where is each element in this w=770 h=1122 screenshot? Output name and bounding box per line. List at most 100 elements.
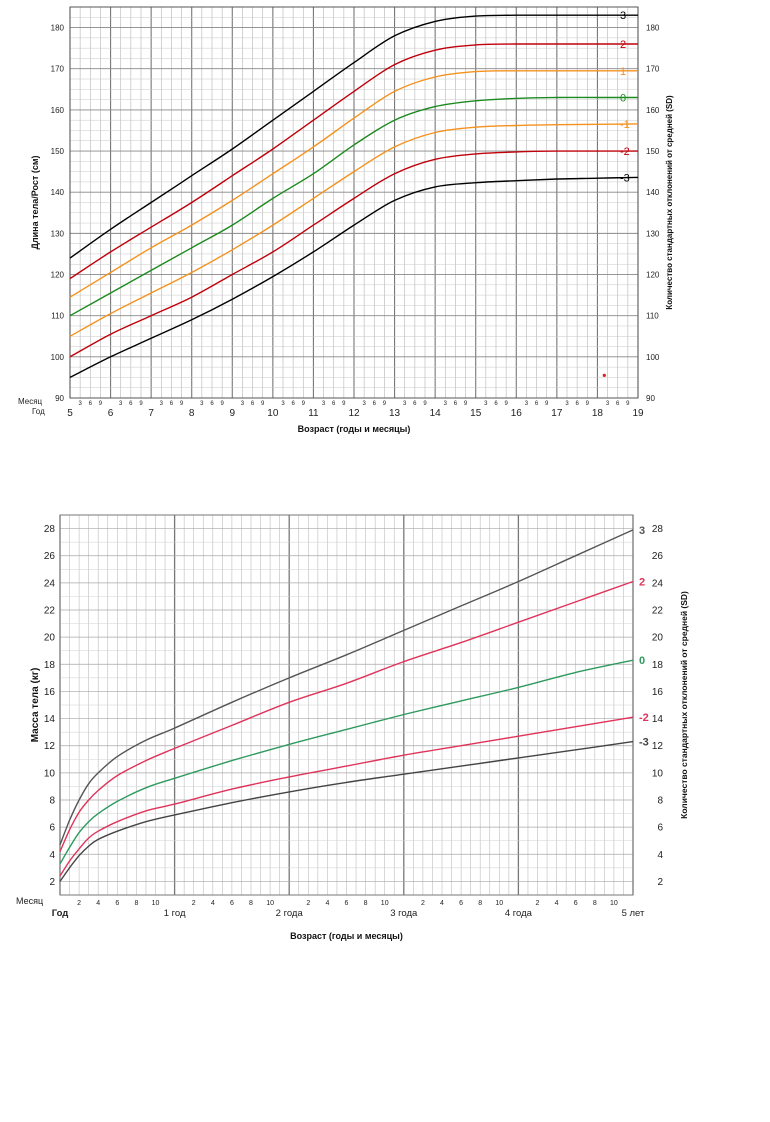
series-line-sd-2 <box>69 43 638 280</box>
y-tick-label-left: 10 <box>44 768 56 779</box>
y-tick-label-right: 26 <box>652 551 664 562</box>
series-line-sd-3 <box>69 14 638 259</box>
x-tick-month: 6 <box>413 401 417 407</box>
series-line-sd-1 <box>69 70 638 298</box>
x-tick-year: 14 <box>430 408 442 419</box>
x-tick-month: 6 <box>291 401 295 407</box>
x-tick-month: 4 <box>96 900 100 907</box>
series-label-sd--2: -2 <box>639 712 649 724</box>
x-axis-title: Возраст (годы и месяцы) <box>290 931 403 941</box>
x-tick-month: 10 <box>152 900 160 907</box>
y-axis-title-left: Длина тела/Рост (см) <box>30 156 40 250</box>
month-row-label: Месяц <box>18 397 43 406</box>
x-tick-month: 9 <box>626 401 630 407</box>
y-tick-label-right: 150 <box>646 147 660 156</box>
y-tick-label-right: 110 <box>646 312 659 321</box>
x-tick-month: 3 <box>322 401 326 407</box>
x-tick-month: 3 <box>403 401 407 407</box>
x-tick-month: 8 <box>593 900 597 907</box>
x-tick-month: 9 <box>464 401 468 407</box>
x-tick-month: 6 <box>332 401 336 407</box>
series-label-sd--3: -3 <box>620 172 630 184</box>
x-tick-month: 10 <box>266 900 274 907</box>
y-tick-label-right: 170 <box>646 65 660 74</box>
x-tick-month: 9 <box>383 401 387 407</box>
x-tick-month: 3 <box>281 401 285 407</box>
weight-grid <box>59 514 634 896</box>
y-tick-label-left: 24 <box>44 578 56 589</box>
y-tick-label-left: 22 <box>44 606 56 617</box>
y-tick-label-right: 6 <box>657 823 663 834</box>
x-tick-month: 3 <box>78 401 82 407</box>
x-axis-title: Возраст (годы и месяцы) <box>298 424 411 434</box>
x-tick-year: 6 <box>108 408 114 419</box>
x-tick-year: 5 лет <box>622 908 645 919</box>
x-tick-year: 2 года <box>276 908 304 919</box>
y-tick-label-right: 8 <box>657 796 663 807</box>
x-tick-month: 9 <box>545 401 549 407</box>
x-tick-month: 2 <box>421 900 425 907</box>
series-label-sd-1: 1 <box>620 66 626 78</box>
x-tick-year: 8 <box>189 408 195 419</box>
x-tick-month: 10 <box>381 900 389 907</box>
y-tick-label-left: 12 <box>44 741 56 752</box>
series-label-sd-2: 2 <box>620 39 626 51</box>
y-tick-label-left: 180 <box>51 24 65 33</box>
month-row-label: Месяц <box>16 896 43 906</box>
series-label-sd--3: -3 <box>639 737 649 749</box>
x-tick-year: 5 <box>67 408 73 419</box>
x-tick-month: 2 <box>536 900 540 907</box>
x-tick-month: 6 <box>129 401 133 407</box>
x-tick-month: 3 <box>525 401 529 407</box>
series-line-sd-3 <box>59 529 634 846</box>
y-tick-label-left: 160 <box>51 106 65 115</box>
y-tick-label-left: 90 <box>55 394 64 403</box>
y-tick-label-right: 4 <box>657 850 663 861</box>
y-tick-label-right: 24 <box>652 578 664 589</box>
y-tick-label-right: 140 <box>646 188 660 197</box>
y-tick-label-left: 20 <box>44 633 56 644</box>
y-tick-label-left: 100 <box>51 353 65 362</box>
y-tick-label-left: 130 <box>51 229 65 238</box>
measurement-point <box>602 373 606 377</box>
x-tick-month: 6 <box>89 401 93 407</box>
y-tick-label-left: 28 <box>44 524 56 535</box>
plot-frame <box>59 514 634 896</box>
series-label-sd--2: -2 <box>620 146 630 158</box>
x-tick-year: 9 <box>230 408 236 419</box>
x-tick-month: 2 <box>192 900 196 907</box>
x-tick-month: 6 <box>454 401 458 407</box>
series-line-sd--1 <box>69 123 639 337</box>
y-tick-label-right: 2 <box>657 877 663 888</box>
series-label-sd-0: 0 <box>620 93 626 105</box>
x-tick-month: 9 <box>139 401 143 407</box>
y-tick-label-left: 16 <box>44 687 56 698</box>
y-tick-label-right: 14 <box>652 714 664 725</box>
y-tick-label-right: 12 <box>652 741 664 752</box>
x-tick-month: 8 <box>249 900 253 907</box>
x-tick-month: 6 <box>574 900 578 907</box>
x-tick-month: 8 <box>134 900 138 907</box>
y-tick-label-right: 10 <box>652 768 664 779</box>
y-tick-label-left: 170 <box>51 65 65 74</box>
x-tick-year: 17 <box>551 408 563 419</box>
x-tick-year: 19 <box>632 408 644 419</box>
x-tick-year: 15 <box>470 408 482 419</box>
x-tick-month: 6 <box>373 401 377 407</box>
y-tick-label-right: 180 <box>646 24 660 33</box>
y-tick-label-right: 20 <box>652 633 664 644</box>
y-axis-title-right: Количество стандартных отклонений от сре… <box>679 591 689 819</box>
x-tick-month: 3 <box>484 401 488 407</box>
series-line-sd--2 <box>69 150 638 358</box>
x-tick-year: 11 <box>308 408 319 419</box>
y-tick-label-right: 16 <box>652 687 664 698</box>
x-tick-year: 18 <box>592 408 604 419</box>
x-tick-month: 3 <box>160 401 164 407</box>
x-tick-month: 3 <box>606 401 610 407</box>
x-tick-month: 6 <box>251 401 255 407</box>
x-tick-month: 3 <box>200 401 204 407</box>
y-tick-label-left: 8 <box>49 796 55 807</box>
